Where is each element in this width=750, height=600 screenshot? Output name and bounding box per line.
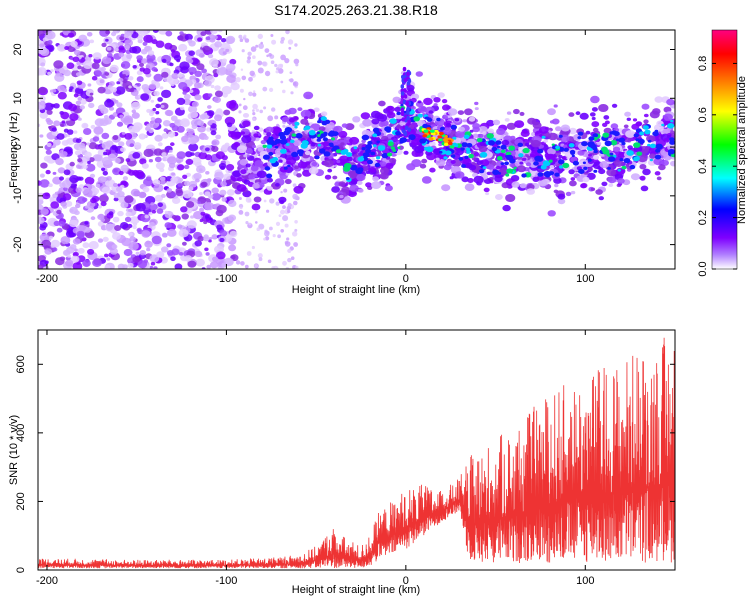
spectrogram-ytick-label: 10 — [12, 92, 24, 104]
snr-ytick-label: 400 — [15, 424, 27, 442]
snr-xtick-label: 0 — [403, 575, 409, 587]
spectrogram-ytick-label: 0 — [12, 144, 24, 150]
chart-title: S174.2025.263.21.38.R18 — [274, 2, 438, 18]
snr-ytick-label: 600 — [15, 355, 27, 373]
colorbar-tick-label: 0.2 — [697, 210, 709, 225]
colorbar-tick-label: 0.6 — [697, 107, 709, 122]
spectrogram-ytick-label: -10 — [12, 188, 24, 204]
spectrogram-xlabel: Height of straight line (km) — [292, 284, 420, 296]
spectrogram-xtick-label: -100 — [215, 273, 237, 285]
snr-xtick-label: -100 — [215, 575, 237, 587]
snr-frame — [37, 329, 676, 571]
colorbar-tick-label: 0.4 — [697, 159, 709, 174]
spectrogram-xtick-label: 100 — [576, 273, 594, 285]
colorbar-ticks: 0.0 0.2 0.4 0.6 0.8 — [697, 56, 737, 277]
snr-xtick-label: 100 — [576, 575, 594, 587]
snr-ytick-label: 0 — [15, 567, 27, 573]
snr-ytick-label: 200 — [15, 492, 27, 510]
snr-axes: -200 -100 0 100 0 200 400 600 — [15, 330, 675, 587]
colorbar: 0.0 0.2 0.4 0.6 0.8 Normalized spectral ampl… — [697, 29, 748, 277]
spectrogram-xtick-label: 0 — [403, 273, 409, 285]
spectrogram-ytick-label: -20 — [12, 237, 24, 253]
snr-xtick-label: -200 — [36, 575, 58, 587]
spectrogram-heatmap — [38, 30, 675, 269]
snr-series-line — [38, 337, 675, 569]
colorbar-gradient — [711, 29, 738, 270]
colorbar-tick-label: 0.8 — [697, 56, 709, 71]
colorbar-tick-label: 0.0 — [697, 261, 709, 276]
spectrogram-ytick-label: 20 — [12, 43, 24, 55]
snr-xlabel: Height of straight line (km) — [292, 584, 420, 596]
spectrogram-xtick-label: -200 — [36, 273, 58, 285]
snr-panel: -200 -100 0 100 0 200 400 600 Height of straigh… — [8, 329, 676, 596]
spectrogram-ylabel: Frequency (Hz) — [8, 112, 20, 188]
colorbar-label: Normalized spectral amplitude — [736, 76, 748, 224]
snr-ylabel: SNR (10 * v/v) — [8, 415, 20, 485]
spectrogram-frame — [37, 29, 676, 270]
